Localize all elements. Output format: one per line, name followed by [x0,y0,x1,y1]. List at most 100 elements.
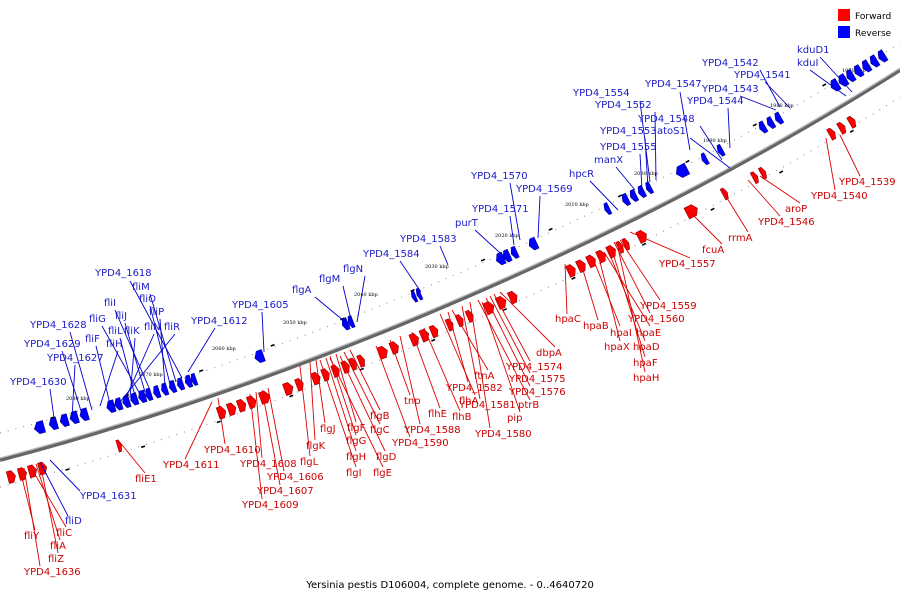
gene-label: fliR [164,322,180,333]
track-tick-mark [849,129,854,133]
gene-arrow [145,387,154,401]
reverse-strand-labels: kduD1 kduI YPD4_1542 YPD4_1541 YPD4_1543… [9,45,830,527]
tick-label: 2040 kbp [354,292,378,298]
gene-label: YPD4_1574 [505,362,563,373]
label-leader-line [39,461,59,554]
gene-arrow [408,333,419,347]
label-leader-line [261,311,265,353]
label-leader-line [689,211,723,245]
track-tick-mark [216,420,221,424]
gene-label: hpaH [633,373,659,384]
gene-label: flhB [452,412,472,423]
label-leader-line [124,322,146,393]
label-leader-line [727,107,731,149]
gene-arrow [675,162,691,178]
gene-label: YPD4_1539 [838,177,896,188]
gene-arrow [510,245,520,259]
gene-label: YPD4_1631 [79,491,137,502]
label-leader-line [149,293,177,383]
legend: Forward Reverse [838,9,892,39]
gene-arrow [27,464,38,479]
gene-label: flgJ [320,424,336,435]
label-leader-line [759,175,801,204]
label-leader-line [721,189,749,233]
gene-label: fliJ [115,311,127,322]
gene-arrow [428,324,439,339]
gene-label: dbpA [536,348,562,359]
gene-arrow [716,143,726,157]
legend-forward-swatch [838,9,850,21]
gene-label: kduI [797,58,818,69]
gene-arrow [853,64,865,78]
gene-label: YPD4_1606 [266,472,324,483]
gene-arrow [130,392,140,406]
gene-label: hpaE [636,328,661,339]
gene-arrow [603,202,613,215]
gene-arrow [494,295,507,310]
label-leader-line [249,393,263,500]
gene-label: YPD4_1610 [203,445,261,456]
label-leader-line [319,359,357,468]
gene-arrow [294,378,304,392]
gene-label: hpaB [583,321,609,332]
gene-label: fliM [132,282,150,293]
track-tick-mark [359,367,364,371]
gene-arrow [106,399,117,413]
label-leader-line [509,182,521,241]
gene-label: fliG [89,314,106,325]
gene-label: flgG [346,436,366,447]
label-leader-line [493,293,531,362]
gene-label: YPD4_1609 [241,500,299,511]
gene-arrow [838,73,850,87]
gene-label: flgE [373,468,392,479]
gene-label: purT [455,218,479,229]
gene-label: YPD4_1571 [471,204,529,215]
label-leader-line [809,69,847,97]
gene-label: flgL [300,457,319,468]
gene-label: hpcR [569,169,594,180]
gene-arrow [79,407,90,422]
legend-reverse-swatch [838,26,850,38]
gene-arrow [629,188,640,202]
gene-label: hpaC [555,314,581,325]
track-tick-mark [685,159,690,164]
label-leader-line [267,387,285,472]
gene-arrow [37,461,48,476]
label-leader-line [101,325,141,395]
track-tick-mark [270,343,275,347]
gene-arrow [282,382,294,396]
gene-arrow [496,251,507,266]
tick-labels: 1970 kbp 1980 kbp 1990 kbp 2000 kbp 2010… [66,68,866,402]
label-leader-line [689,137,731,169]
label-leader-line [474,229,511,263]
gene-label: pip [507,413,522,424]
gene-arrow [258,390,271,405]
track-tick-mark [289,394,294,398]
gene-arrow [846,115,857,129]
label-leader-line [217,397,226,445]
legend-reverse-label: Reverse [855,29,892,39]
gene-label: flgD [376,452,397,463]
gene-label: YPD4_1607 [256,486,314,497]
legend-forward-label: Forward [855,12,891,22]
label-leader-line [375,345,411,438]
track-tick-mark [752,123,757,127]
gene-label: YPD4_1570 [470,171,528,182]
label-leader-line [255,391,263,459]
gene-label: manX [594,155,623,166]
label-leader-line [759,69,781,108]
gene-label: atoS1 [657,126,686,137]
gene-arrow [836,121,847,135]
gene-label: kduD1 [797,45,830,56]
gene-label: flgB [370,411,390,422]
label-leader-line [39,461,69,517]
tick-label: 2020 kbp [495,233,519,239]
gene-arrow [225,402,237,417]
gene-label: hpaD [633,342,660,353]
gene-arrow [595,249,606,264]
gene-arrow [341,317,351,331]
gene-label: YPD4_1627 [46,353,104,364]
track-tick-mark [641,242,647,246]
track-tick-mark [779,170,784,174]
label-leader-line [124,333,155,401]
